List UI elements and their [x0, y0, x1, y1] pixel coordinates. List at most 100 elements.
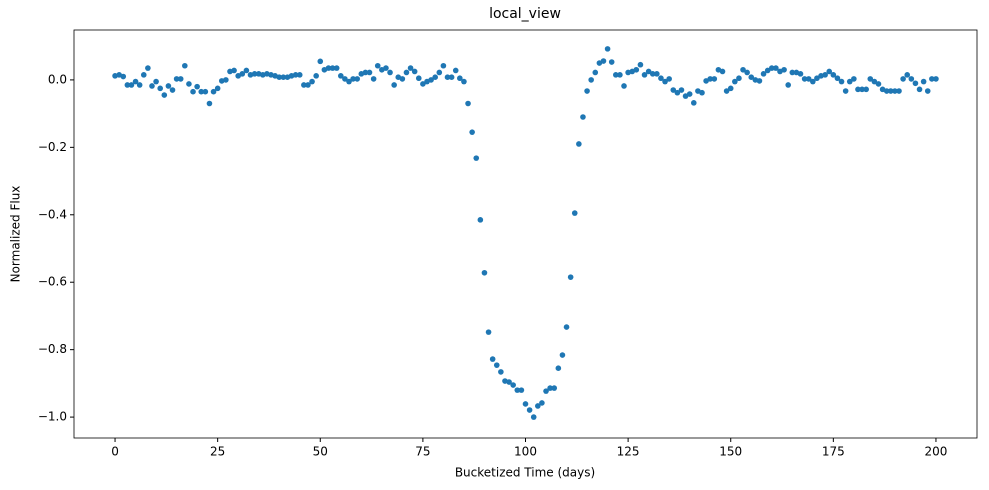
- point: [571, 210, 578, 216]
- point: [342, 76, 348, 82]
- point: [555, 365, 562, 372]
- x-tick-label: 25: [210, 445, 225, 459]
- point: [210, 88, 217, 95]
- point: [604, 46, 611, 52]
- point: [153, 78, 159, 85]
- point: [120, 73, 127, 80]
- point: [317, 58, 324, 65]
- point: [875, 81, 882, 87]
- point: [276, 74, 283, 81]
- point: [457, 75, 463, 82]
- point: [383, 65, 389, 71]
- point: [666, 76, 672, 82]
- point: [452, 67, 459, 74]
- point: [469, 129, 475, 135]
- point: [136, 82, 143, 88]
- point: [477, 217, 484, 223]
- point: [621, 83, 627, 89]
- point: [173, 76, 180, 82]
- point: [719, 68, 726, 75]
- point: [748, 74, 755, 81]
- point: [190, 88, 196, 95]
- point: [727, 85, 734, 92]
- point: [354, 76, 361, 82]
- point: [559, 352, 566, 358]
- point: [920, 78, 927, 85]
- point: [420, 81, 426, 87]
- point: [563, 324, 570, 330]
- point: [177, 76, 184, 82]
- point: [699, 89, 705, 96]
- point: [165, 83, 172, 89]
- point: [329, 65, 336, 71]
- point: [301, 82, 307, 88]
- point: [510, 382, 516, 388]
- x-tick-label: 75: [415, 445, 430, 459]
- point: [239, 71, 246, 77]
- point: [399, 76, 406, 82]
- point: [740, 66, 746, 73]
- point: [346, 78, 352, 85]
- point: [411, 68, 418, 75]
- point: [206, 100, 213, 107]
- point: [313, 73, 319, 79]
- point: [535, 403, 541, 409]
- point: [305, 82, 311, 88]
- point: [128, 82, 135, 88]
- point: [654, 71, 660, 77]
- point: [711, 76, 718, 82]
- point: [280, 74, 287, 81]
- point: [826, 68, 833, 75]
- point: [325, 65, 332, 71]
- point: [539, 400, 545, 406]
- point: [707, 76, 714, 82]
- point: [251, 71, 258, 77]
- point: [481, 269, 488, 276]
- point: [756, 78, 763, 84]
- point: [883, 88, 890, 94]
- point: [202, 88, 209, 95]
- point: [744, 69, 750, 76]
- x-tick-label: 150: [719, 445, 742, 459]
- point: [892, 88, 898, 94]
- point: [686, 91, 693, 97]
- point: [489, 356, 496, 362]
- point: [292, 72, 299, 78]
- y-tick-label: −0.6: [38, 275, 67, 289]
- point: [391, 82, 397, 88]
- point: [157, 85, 163, 92]
- point: [846, 78, 853, 85]
- point: [838, 78, 845, 85]
- point: [760, 71, 767, 77]
- point: [649, 71, 656, 77]
- y-tick-label: −1.0: [38, 410, 67, 424]
- plot-frame: [73, 29, 978, 439]
- point: [658, 75, 664, 82]
- point: [444, 74, 451, 81]
- point: [161, 92, 168, 98]
- point: [645, 68, 652, 75]
- x-tick-label: 200: [925, 445, 948, 459]
- point: [140, 72, 147, 78]
- point: [576, 141, 582, 147]
- point: [526, 407, 533, 413]
- point: [801, 76, 808, 82]
- point: [366, 69, 373, 76]
- point: [465, 100, 471, 107]
- point: [613, 72, 619, 78]
- point: [132, 78, 139, 85]
- point: [814, 75, 820, 82]
- point: [904, 72, 911, 78]
- point: [834, 75, 841, 82]
- y-tick-label: −0.8: [38, 342, 67, 356]
- point: [678, 87, 685, 93]
- point: [387, 69, 393, 76]
- point: [415, 75, 422, 82]
- point: [333, 65, 340, 71]
- point: [888, 88, 894, 94]
- point: [403, 69, 410, 76]
- point: [580, 114, 586, 120]
- point: [518, 387, 525, 393]
- point: [296, 72, 303, 78]
- point: [871, 78, 878, 85]
